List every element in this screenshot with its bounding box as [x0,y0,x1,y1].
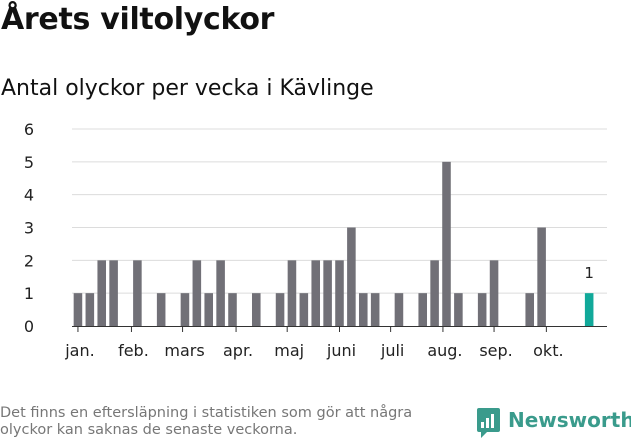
bar [299,293,309,326]
y-tick-label: 6 [24,120,34,139]
bar [335,260,344,326]
bar [442,161,451,326]
chart-title: Årets viltolyckor [1,2,275,37]
bar [489,260,499,326]
bar [287,260,297,326]
bar [275,293,285,326]
y-tick-label: 4 [24,186,34,205]
x-tick-label: maj [274,341,304,360]
bar [97,260,107,326]
bar [192,260,202,326]
bar [418,293,428,326]
bar [85,293,95,326]
bar [525,293,535,326]
y-tick-label: 0 [24,317,34,336]
bar [73,293,83,326]
x-tick-label: apr. [223,341,253,360]
bar [430,260,439,326]
data-label: 1 [584,264,594,282]
bar [477,293,487,326]
y-tick-label: 3 [24,219,34,238]
y-tick-label: 2 [24,251,34,270]
bar [204,293,214,326]
bar [323,260,332,326]
bar [394,293,404,326]
x-tick-label: jan. [64,341,94,360]
x-tick-label: sep. [479,341,512,360]
y-tick-label: 5 [24,153,34,172]
newsworthy-brand: Newsworthy [476,407,631,439]
x-tick-label: feb. [118,341,149,360]
bar [454,293,463,326]
y-tick-label: 1 [24,284,34,303]
bar [370,293,380,326]
bar [251,293,261,326]
bar [156,293,166,326]
bar [358,293,368,326]
bar [109,260,118,326]
x-tick-label: okt. [533,341,563,360]
bar-highlight [584,293,594,326]
x-tick-label: mars [164,341,204,360]
x-tick-label: aug. [427,341,462,360]
chart-subtitle: Antal olyckor per vecka i Kävlinge [1,76,374,101]
bar [133,260,142,326]
bar [228,293,237,326]
x-tick-label: juli [380,341,404,360]
brand-name: Newsworthy [508,408,631,432]
bar [311,260,321,326]
footnote: Det finns en eftersläpning i statistiken… [0,405,413,438]
bar [180,293,190,326]
bar-chart: 0 1 2 3 4 5 6 1 jan. feb. mars apr. maj juni juli aug. s… [24,120,607,360]
x-tick-label: juni [326,341,356,360]
bar [347,227,356,326]
newsworthy-logo-icon [477,408,500,438]
bar [537,227,546,326]
bar [216,260,225,326]
